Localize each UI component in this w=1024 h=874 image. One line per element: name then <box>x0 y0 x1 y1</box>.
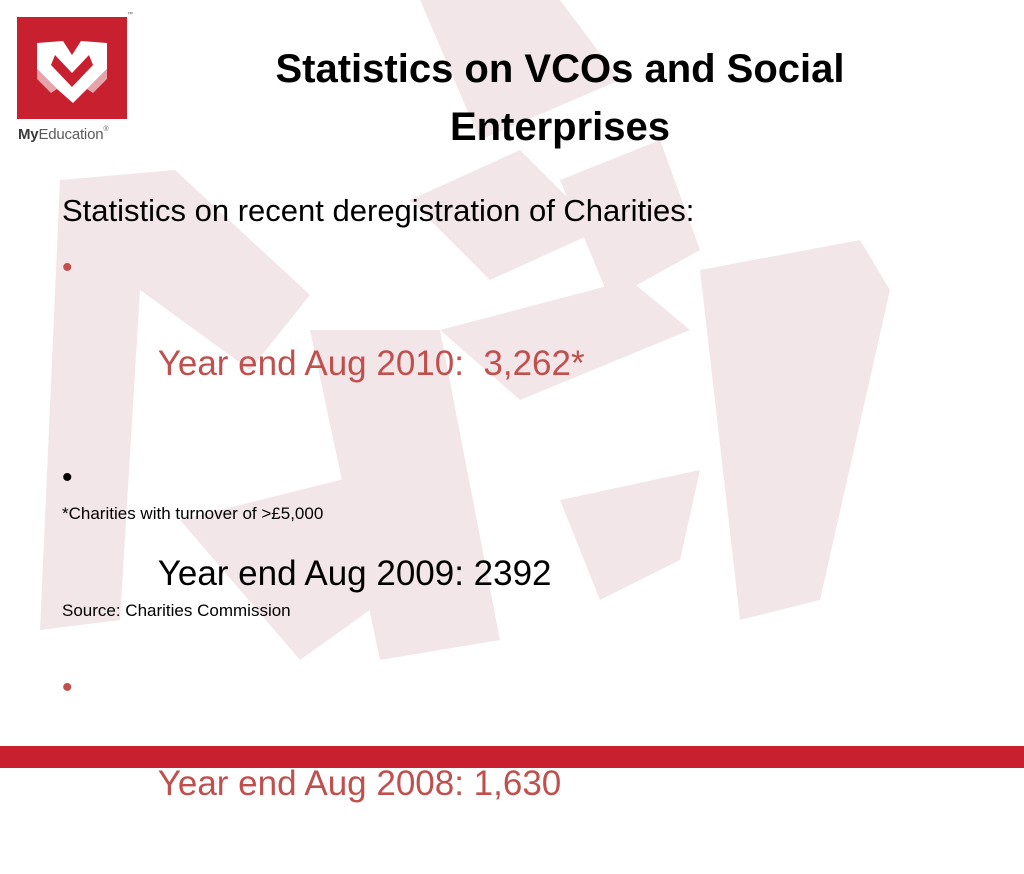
registered-symbol: ® <box>103 126 109 133</box>
bullet-icon: • <box>62 671 73 704</box>
list-item-text: Year end Aug 2009: 2392 <box>157 554 552 593</box>
bullet-icon: • <box>62 251 73 284</box>
list-item-text: Year end Aug 2010: 3,262* <box>157 344 585 383</box>
logo-wordmark-education: Education <box>38 126 104 143</box>
logo-wordmark: MyEducation® <box>18 126 109 143</box>
footnote: *Charities with turnover of >£5,000 <box>62 504 324 523</box>
bottom-accent-bar <box>0 746 1024 768</box>
list-item: • Year end Aug 2009: 2392 <box>62 454 962 646</box>
list-item: • Year end Aug 2010: 3,262* <box>62 244 962 436</box>
myeducation-logo: ™ MyEducation® <box>17 12 133 152</box>
logo-m-icon <box>37 41 107 103</box>
intro-text: Statistics on recent deregistration of C… <box>62 193 695 228</box>
logo-wordmark-my: My <box>18 126 39 143</box>
logo-watermark <box>40 0 890 660</box>
slide-body: Statistics on recent deregistration of C… <box>62 190 962 874</box>
slide-title: Statistics on VCOs and Social Enterprise… <box>275 47 845 149</box>
source-citation: Source: Charities Commission <box>62 601 291 620</box>
list-item-text: Year end Aug 2008: 1,630 <box>157 764 562 803</box>
logo-mark <box>17 17 127 119</box>
bullet-icon: • <box>62 461 73 494</box>
trademark-symbol: ™ <box>127 12 133 18</box>
